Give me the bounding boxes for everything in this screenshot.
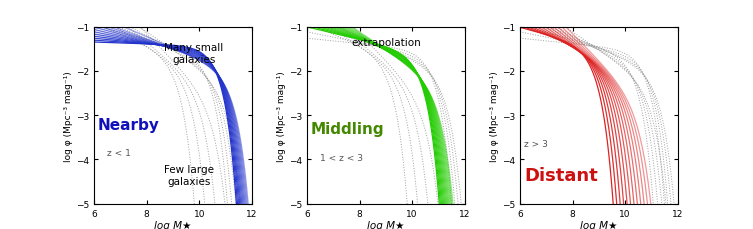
Y-axis label: log φ (Mpc⁻³ mag⁻¹): log φ (Mpc⁻³ mag⁻¹) [64,71,73,161]
Text: Nearby: Nearby [98,117,160,132]
X-axis label: log M★: log M★ [580,220,617,229]
X-axis label: log M★: log M★ [367,220,404,229]
Text: z < 1: z < 1 [107,149,131,158]
Text: Middling: Middling [311,121,385,136]
Text: 1 < z < 3: 1 < z < 3 [320,153,363,162]
X-axis label: log M★: log M★ [154,220,192,229]
Y-axis label: log φ (Mpc⁻³ mag⁻¹): log φ (Mpc⁻³ mag⁻¹) [490,71,499,161]
Text: Many small
galaxies: Many small galaxies [164,43,224,65]
Text: z > 3: z > 3 [524,140,547,149]
Text: Distant: Distant [524,166,598,184]
Y-axis label: log φ (Mpc⁻³ mag⁻¹): log φ (Mpc⁻³ mag⁻¹) [277,71,286,161]
Text: extrapolation: extrapolation [351,38,421,48]
Text: Few large
galaxies: Few large galaxies [163,164,214,186]
